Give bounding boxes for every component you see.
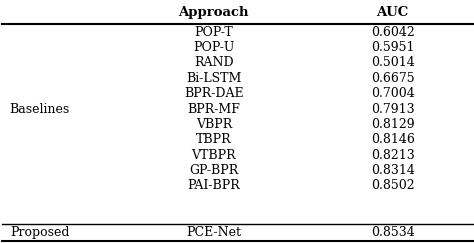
Text: Approach: Approach <box>179 6 249 19</box>
Text: 0.8534: 0.8534 <box>371 226 414 239</box>
Text: RAND: RAND <box>194 56 234 69</box>
Text: VBPR: VBPR <box>196 118 232 131</box>
Text: 0.5014: 0.5014 <box>371 56 414 69</box>
Text: PCE-Net: PCE-Net <box>186 226 241 239</box>
Text: Proposed: Proposed <box>10 226 70 239</box>
Text: 0.8129: 0.8129 <box>371 118 414 131</box>
Text: BPR-DAE: BPR-DAE <box>184 87 244 100</box>
Text: 0.8314: 0.8314 <box>371 164 415 177</box>
Text: POP-U: POP-U <box>193 41 235 54</box>
Text: 0.5951: 0.5951 <box>371 41 414 54</box>
Text: 0.8502: 0.8502 <box>371 179 414 192</box>
Text: 0.6675: 0.6675 <box>371 72 414 85</box>
Text: GP-BPR: GP-BPR <box>189 164 238 177</box>
Text: Bi-LSTM: Bi-LSTM <box>186 72 242 85</box>
Text: 0.7004: 0.7004 <box>371 87 414 100</box>
Text: Baselines: Baselines <box>9 103 70 115</box>
Text: POP-T: POP-T <box>194 26 233 39</box>
Text: PAI-BPR: PAI-BPR <box>188 179 240 192</box>
Text: AUC: AUC <box>376 6 409 19</box>
Text: BPR-MF: BPR-MF <box>187 103 240 115</box>
Text: VTBPR: VTBPR <box>191 149 236 162</box>
Text: TBPR: TBPR <box>196 133 232 146</box>
Text: 0.8146: 0.8146 <box>371 133 415 146</box>
Text: 0.7913: 0.7913 <box>371 103 414 115</box>
Text: 0.8213: 0.8213 <box>371 149 414 162</box>
Text: 0.6042: 0.6042 <box>371 26 414 39</box>
